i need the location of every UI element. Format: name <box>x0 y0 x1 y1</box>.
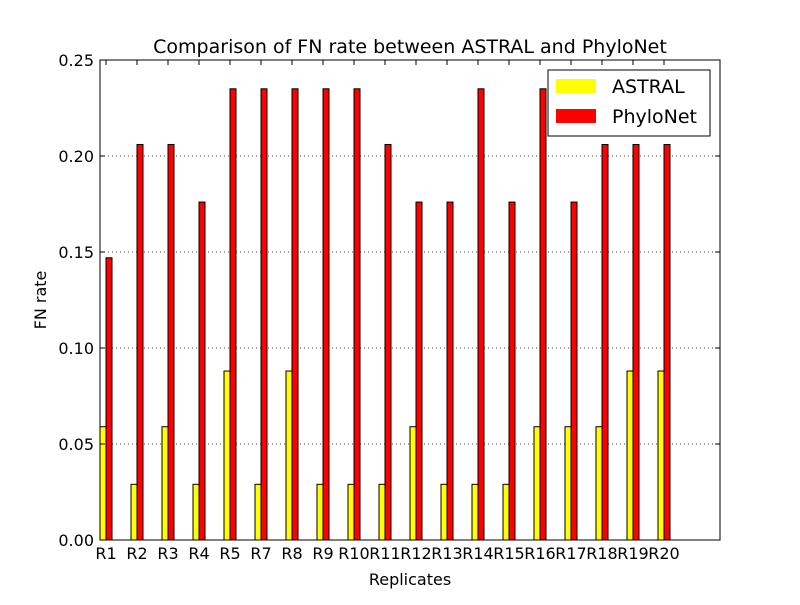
x-tick-label: R18 <box>586 544 617 563</box>
bar-astral-r11 <box>378 483 386 541</box>
bar-phylonet-r3 <box>167 143 175 541</box>
bar-astral-r20 <box>657 370 665 541</box>
bars <box>99 88 671 541</box>
bar-phylonet-r9 <box>322 88 330 541</box>
bar-phylonet-r19 <box>632 143 640 541</box>
y-tick-label: 0.25 <box>58 51 94 70</box>
x-tick-label: R2 <box>126 544 147 563</box>
bar-phylonet-r4 <box>198 201 206 541</box>
bar-phylonet-r16 <box>539 88 547 541</box>
x-tick-label: R8 <box>281 544 302 563</box>
y-tick-label: 0.15 <box>58 243 94 262</box>
bar-astral-r10 <box>347 483 355 541</box>
x-tick-label: R15 <box>493 544 524 563</box>
x-tick-label: R1 <box>95 544 116 563</box>
grid-lines <box>100 155 720 445</box>
y-tick-label: 0.00 <box>58 531 94 550</box>
bar-astral-r8 <box>285 370 293 541</box>
bar-astral-r13 <box>440 483 448 541</box>
x-tick-label: R13 <box>431 544 462 563</box>
bar-phylonet-r13 <box>446 201 454 541</box>
x-tick-label: R14 <box>462 544 493 563</box>
bar-phylonet-r14 <box>477 88 485 541</box>
x-tick-label: R4 <box>188 544 209 563</box>
x-tick-label: R12 <box>400 544 431 563</box>
bar-phylonet-r18 <box>601 143 609 541</box>
x-tick-label: R9 <box>312 544 333 563</box>
x-tick-label: R20 <box>648 544 679 563</box>
plot-frame <box>99 59 721 541</box>
bar-phylonet-r11 <box>384 143 392 541</box>
bar-phylonet-r1 <box>105 257 113 541</box>
bar-phylonet-r12 <box>415 201 423 541</box>
bar-astral-r14 <box>471 483 479 541</box>
bar-phylonet-r10 <box>353 88 361 541</box>
x-axis-label: Replicates <box>369 570 451 589</box>
legend-label-phylonet: PhyloNet <box>612 106 697 128</box>
legend: ASTRAL PhyloNet <box>547 69 711 137</box>
bar-astral-r16 <box>533 426 541 541</box>
x-tick-label: R17 <box>555 544 586 563</box>
bar-astral-r17 <box>564 426 572 541</box>
x-tick-label: R16 <box>524 544 555 563</box>
bar-phylonet-r20 <box>663 143 671 541</box>
x-tick-label: R3 <box>157 544 178 563</box>
x-axis-ticks: R1 R2 R3 R4 R5 R7 R8 R9 R10 R11 R12 R13 R14 R15 R16 R17… <box>95 60 680 563</box>
y-tick-label: 0.20 <box>58 147 94 166</box>
bar-phylonet-r15 <box>508 201 516 541</box>
bar-astral-r5 <box>223 370 231 541</box>
bar-astral-r9 <box>316 483 324 541</box>
bar-phylonet-r8 <box>291 88 299 541</box>
bar-astral-r19 <box>626 370 634 541</box>
chart-title: Comparison of FN rate between ASTRAL and… <box>153 36 667 58</box>
bar-astral-r7 <box>254 483 262 541</box>
bar-phylonet-r2 <box>136 143 144 541</box>
bar-astral-r15 <box>502 483 510 541</box>
bar-phylonet-r7 <box>260 88 268 541</box>
legend-swatch-phylonet <box>556 109 596 123</box>
x-tick-label: R19 <box>617 544 648 563</box>
bar-astral-r12 <box>409 426 417 541</box>
legend-label-astral: ASTRAL <box>612 76 685 98</box>
y-tick-label: 0.10 <box>58 339 94 358</box>
x-tick-label: R11 <box>369 544 400 563</box>
bar-phylonet-r17 <box>570 201 578 541</box>
bar-astral-r2 <box>130 483 138 541</box>
bar-astral-r3 <box>161 426 169 541</box>
bar-astral-r4 <box>192 483 200 541</box>
x-tick-label: R7 <box>250 544 271 563</box>
y-axis-ticks: 0.00 0.05 0.10 0.15 0.20 0.25 <box>58 51 720 550</box>
legend-swatch-astral <box>556 79 596 93</box>
x-tick-label: R10 <box>338 544 369 563</box>
x-tick-label: R5 <box>219 544 240 563</box>
y-axis-label: FN rate <box>31 271 50 330</box>
y-tick-label: 0.05 <box>58 435 94 454</box>
bar-phylonet-r5 <box>229 88 237 541</box>
bar-astral-r18 <box>595 426 603 541</box>
